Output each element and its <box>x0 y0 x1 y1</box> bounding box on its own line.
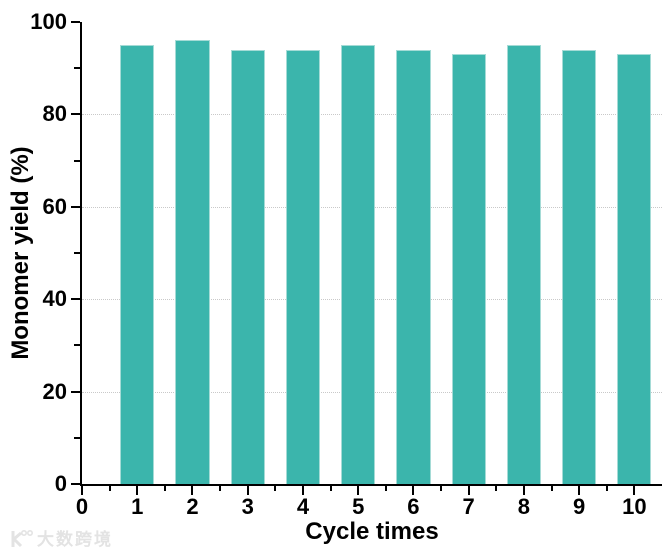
bar-cycle-5 <box>341 45 376 484</box>
x-axis-minor-tick-3.5 <box>274 486 277 491</box>
y-axis-tick-40 <box>71 298 80 301</box>
x-axis-label-9: 9 <box>573 494 586 519</box>
bar-cycle-4 <box>285 49 321 484</box>
x-axis-minor-tick-7.5 <box>495 486 498 491</box>
x-axis-minor-tick-2.5 <box>219 486 222 491</box>
bar-cycle-8 <box>506 45 541 484</box>
x-axis-label-5: 5 <box>352 494 365 519</box>
x-axis-tick-6 <box>412 486 415 495</box>
x-axis-tick-2 <box>191 486 194 495</box>
x-axis-minor-tick-1.5 <box>163 486 166 491</box>
y-axis-minor-tick-10 <box>74 436 80 439</box>
x-axis-tick-0 <box>81 486 83 495</box>
y-axis-title: Monomer yield (%) <box>7 146 34 360</box>
x-axis-tick-8 <box>522 486 525 495</box>
x-axis-label-7: 7 <box>462 494 475 519</box>
x-axis-label-6: 6 <box>407 494 420 519</box>
y-axis-tick-20 <box>71 390 80 393</box>
bar-cycle-3 <box>230 49 265 484</box>
y-axis-tick-60 <box>71 205 80 208</box>
x-axis-tick-3 <box>246 486 249 495</box>
bar-cycle-2 <box>175 40 210 484</box>
x-axis-title: Cycle times <box>305 518 439 545</box>
x-axis-tick-9 <box>578 486 581 495</box>
x-axis-label-1: 1 <box>131 494 144 519</box>
y-axis-tick-80 <box>71 113 80 116</box>
y-axis-label-100: 100 <box>30 9 67 34</box>
x-axis-minor-tick-8.5 <box>550 486 553 491</box>
x-axis-minor-tick-9.5 <box>605 486 608 491</box>
x-axis-label-3: 3 <box>241 494 254 519</box>
x-axis-label-4: 4 <box>296 494 310 519</box>
y-axis-label-60: 60 <box>42 193 67 219</box>
x-axis-label-8: 8 <box>517 494 531 519</box>
x-axis-tick-10 <box>633 486 636 495</box>
y-axis-label-40: 40 <box>42 286 67 312</box>
x-axis-minor-tick-5.5 <box>384 486 387 491</box>
y-axis-label-0: 0 <box>54 471 67 496</box>
bar-cycle-1 <box>120 45 155 484</box>
y-axis-tick-0 <box>71 483 80 485</box>
x-axis-label-0: 0 <box>75 494 89 519</box>
y-axis-minor-tick-90 <box>74 67 80 70</box>
x-axis-minor-tick-4.5 <box>329 486 332 491</box>
watermark-logo-icon <box>7 529 33 549</box>
x-axis-tick-1 <box>136 486 139 495</box>
bar-cycle-10 <box>617 54 652 484</box>
plot-area: 0 20 40 60 80 100 0 1 2 3 4 5 6 7 8 9 10 <box>30 11 662 518</box>
bar-cycle-9 <box>562 49 597 484</box>
y-axis-minor-tick-30 <box>74 344 80 347</box>
y-axis-minor-tick-70 <box>74 159 80 162</box>
x-axis-tick-7 <box>467 486 470 495</box>
bar-cycle-6 <box>396 49 431 484</box>
watermark: 大数跨境 <box>7 529 113 549</box>
x-axis-label-10: 10 <box>622 494 647 519</box>
x-axis-minor-tick-6.5 <box>440 486 443 491</box>
x-axis-label-2: 2 <box>186 494 199 519</box>
watermark-text: 大数跨境 <box>37 529 113 549</box>
x-axis-tick-5 <box>357 486 360 495</box>
y-axis-label-20: 20 <box>42 378 67 404</box>
x-axis-tick-4 <box>301 486 304 495</box>
x-axis-minor-tick-0.5 <box>108 486 111 491</box>
y-axis-label-80: 80 <box>42 101 67 127</box>
y-axis-tick-100 <box>71 21 80 23</box>
y-axis-minor-tick-50 <box>74 252 80 254</box>
bar-cycle-7 <box>451 54 486 484</box>
